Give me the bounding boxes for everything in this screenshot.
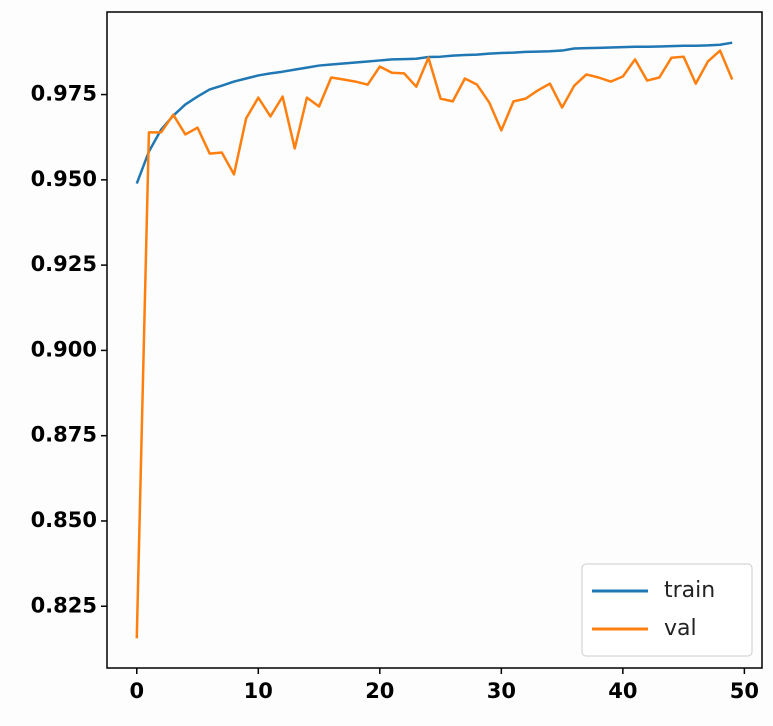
y-tick-label: 0.975 [31, 82, 97, 106]
legend-box [581, 563, 753, 657]
x-tick-label: 20 [365, 679, 394, 703]
x-tick-label: 10 [244, 679, 273, 703]
x-tick-label: 30 [487, 679, 516, 703]
legend-label: val [664, 616, 697, 641]
series-line [135, 49, 734, 639]
x-tick-label: 50 [730, 679, 759, 703]
y-tick-label: 0.925 [31, 252, 97, 276]
series-line [135, 41, 733, 185]
y-tick-label: 0.900 [31, 337, 97, 361]
y-tick-label: 0.850 [31, 508, 97, 532]
x-tick-label: 0 [129, 679, 144, 703]
y-tick-label: 0.950 [31, 167, 97, 191]
y-tick-label: 0.825 [31, 593, 97, 617]
plot-frame [106, 11, 763, 669]
x-tick-label: 40 [608, 679, 637, 703]
y-tick-label: 0.875 [31, 423, 97, 447]
legend-label: train [664, 578, 715, 603]
